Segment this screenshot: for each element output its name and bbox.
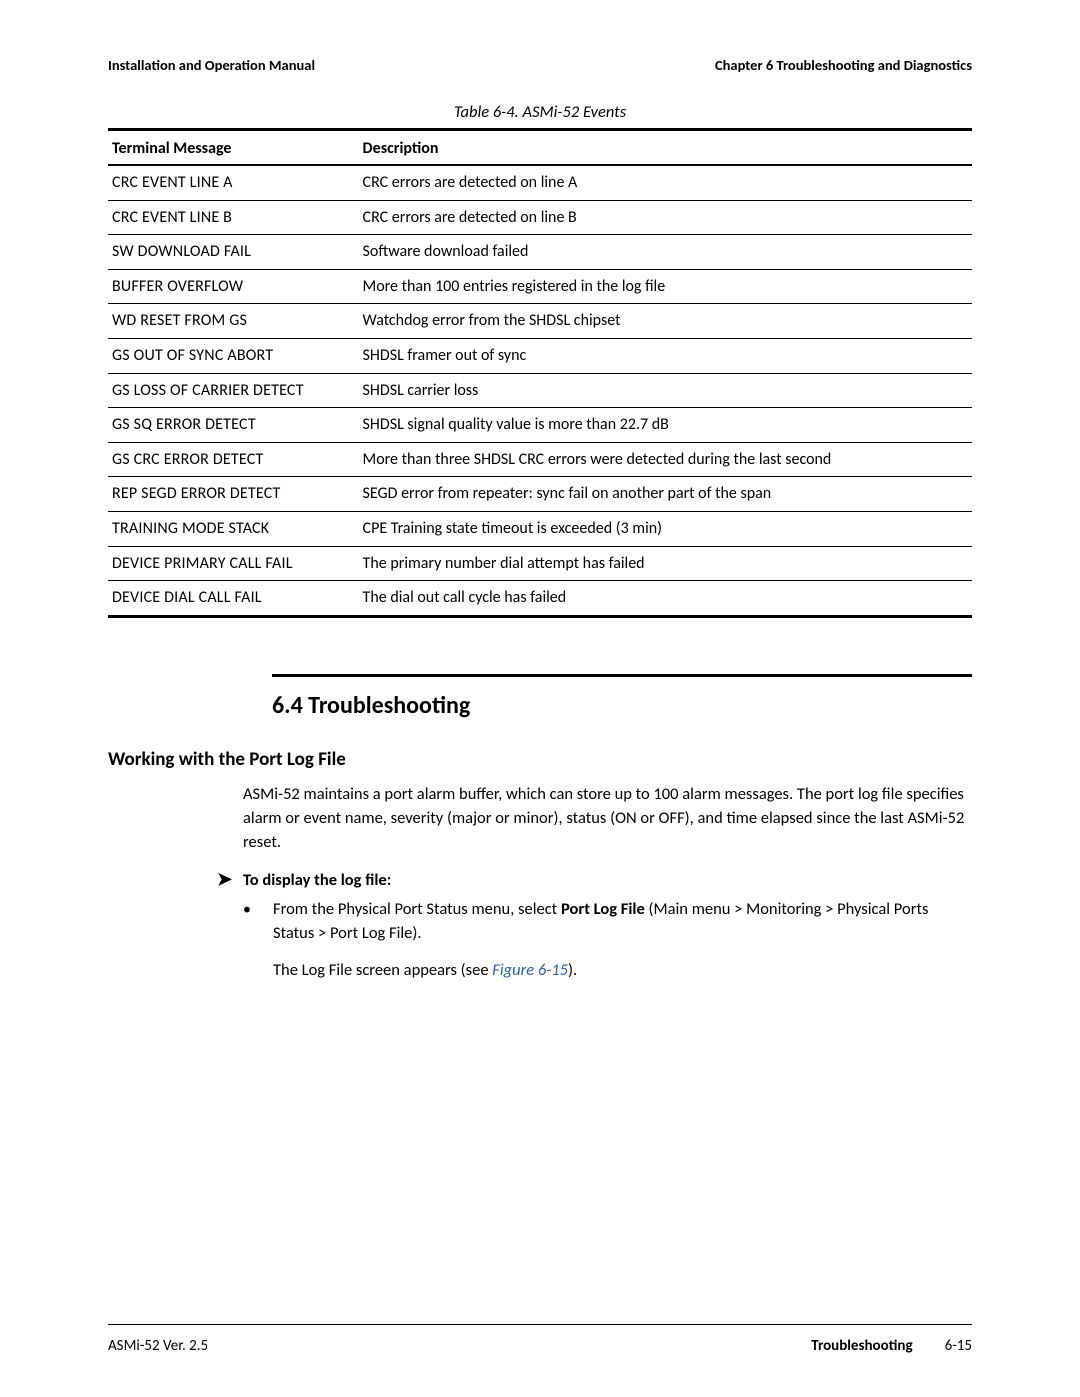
table-row: CRC EVENT LINE BCRC errors are detected … [108,200,972,235]
figure-reference-link[interactable]: Figure 6-15 [492,960,568,980]
procedure-result: The Log File screen appears (see Figure … [273,960,972,980]
col-header-description: Description [359,130,972,166]
table-row: GS SQ ERROR DETECTSHDSL signal quality v… [108,408,972,443]
section-rule [272,674,972,677]
cell-term: CRC EVENT LINE B [108,200,359,235]
table-row: GS CRC ERROR DETECTMore than three SHDSL… [108,442,972,477]
cell-desc: SHDSL carrier loss [359,373,972,408]
table-row: GS LOSS OF CARRIER DETECTSHDSL carrier l… [108,373,972,408]
footer-section-label: Troubleshooting [811,1337,912,1355]
cell-desc: More than 100 entries registered in the … [359,269,972,304]
cell-desc: The dial out call cycle has failed [359,581,972,617]
result-suffix: ). [568,960,577,980]
procedure-lead: ➤ To display the log file: [217,868,972,890]
footer-rule [108,1324,972,1325]
cell-term: DEVICE DIAL CALL FAIL [108,581,359,617]
procedure-lead-text: To display the log file: [243,870,391,890]
cell-term: GS LOSS OF CARRIER DETECT [108,373,359,408]
table-row: SW DOWNLOAD FAILSoftware download failed [108,235,972,270]
bullet-icon: • [243,898,273,946]
cell-term: BUFFER OVERFLOW [108,269,359,304]
header-right: Chapter 6 Troubleshooting and Diagnostic… [715,56,972,74]
footer-left: ASMi-52 Ver. 2.5 [108,1337,208,1355]
events-table: Terminal Message Description CRC EVENT L… [108,128,972,618]
cell-term: GS SQ ERROR DETECT [108,408,359,443]
page-header: Installation and Operation Manual Chapte… [108,56,972,74]
section-heading: 6.4 Troubleshooting [272,691,972,720]
cell-desc: Watchdog error from the SHDSL chipset [359,304,972,339]
cell-desc: The primary number dial attempt has fail… [359,546,972,581]
cell-desc: SEGD error from repeater: sync fail on a… [359,477,972,512]
cell-term: CRC EVENT LINE A [108,165,359,200]
cell-desc: SHDSL signal quality value is more than … [359,408,972,443]
table-row: DEVICE PRIMARY CALL FAILThe primary numb… [108,546,972,581]
arrow-icon: ➤ [217,868,243,890]
cell-desc: CRC errors are detected on line A [359,165,972,200]
cell-term: REP SEGD ERROR DETECT [108,477,359,512]
result-prefix: The Log File screen appears (see [273,960,492,980]
footer-right: Troubleshooting 6-15 [811,1337,972,1355]
table-row: WD RESET FROM GSWatchdog error from the … [108,304,972,339]
col-header-terminal-message: Terminal Message [108,130,359,166]
cell-desc: More than three SHDSL CRC errors were de… [359,442,972,477]
intro-paragraph: ASMi-52 maintains a port alarm buffer, w… [243,783,972,855]
table-caption: Table 6-4. ASMi-52 Events [108,102,972,122]
cell-term: GS OUT OF SYNC ABORT [108,338,359,373]
cell-desc: CRC errors are detected on line B [359,200,972,235]
cell-term: WD RESET FROM GS [108,304,359,339]
cell-term: TRAINING MODE STACK [108,511,359,546]
cell-term: GS CRC ERROR DETECT [108,442,359,477]
step-prefix: From the Physical Port Status menu, sele… [273,899,561,919]
procedure-step-text: From the Physical Port Status menu, sele… [273,898,972,946]
cell-term: DEVICE PRIMARY CALL FAIL [108,546,359,581]
cell-desc: CPE Training state timeout is exceeded (… [359,511,972,546]
footer-page-number: 6-15 [945,1337,972,1355]
cell-desc: Software download failed [359,235,972,270]
procedure-step: • From the Physical Port Status menu, se… [243,898,972,946]
step-bold: Port Log File [561,899,645,919]
cell-desc: SHDSL framer out of sync [359,338,972,373]
sub-heading: Working with the Port Log File [108,748,972,771]
table-row: REP SEGD ERROR DETECTSEGD error from rep… [108,477,972,512]
header-left: Installation and Operation Manual [108,56,315,74]
table-row: BUFFER OVERFLOWMore than 100 entries reg… [108,269,972,304]
page-footer: ASMi-52 Ver. 2.5 Troubleshooting 6-15 [108,1337,972,1355]
table-row: GS OUT OF SYNC ABORTSHDSL framer out of … [108,338,972,373]
cell-term: SW DOWNLOAD FAIL [108,235,359,270]
table-row: CRC EVENT LINE ACRC errors are detected … [108,165,972,200]
table-row: TRAINING MODE STACKCPE Training state ti… [108,511,972,546]
table-row: DEVICE DIAL CALL FAILThe dial out call c… [108,581,972,617]
table-header-row: Terminal Message Description [108,130,972,166]
